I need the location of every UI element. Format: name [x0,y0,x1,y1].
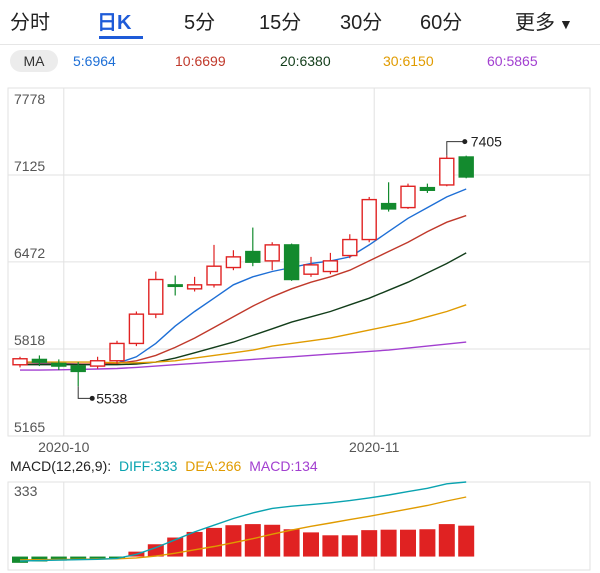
candle-up [400,185,416,209]
candle-up [186,284,203,290]
tab-60min-label: 60分 [420,12,463,34]
macd-bar-positive [380,529,397,557]
candle-up [342,238,358,257]
min-leader-line [77,386,93,399]
candle-down [31,358,48,363]
ma60-label: 60:5865 [487,53,538,69]
candle-up [322,260,339,273]
macd-bar-negative [50,556,67,561]
ma30-label: 30:6150 [383,53,434,69]
candle-down [167,284,183,288]
y-tick-label: 7778 [14,91,45,107]
ma-legend: MA 5:6964 10:6699 20:6380 30:6150 60:586… [0,50,600,74]
tab-60min[interactable]: 60分 [420,6,462,35]
max-leader-line [446,141,465,156]
y-tick-label: 5165 [14,419,45,435]
candle-down [283,244,300,281]
caret-down-icon: ▼ [559,16,573,32]
macd-value-label: MACD:134 [249,458,318,474]
ma20-label: 20:6380 [280,53,331,69]
tab-15min[interactable]: 15分 [259,6,301,35]
candle-up [12,358,28,366]
candle-up [303,264,319,275]
macd-bar-positive [303,532,319,557]
macd-bar-positive [322,535,339,557]
y-tick-label: 6472 [14,245,45,261]
macd-bar-positive [341,535,358,557]
macd-bar-positive [400,529,416,557]
candle-up [225,256,242,269]
macd-bar-positive [458,525,475,557]
macd-bar-negative [89,556,106,560]
tab-divider [0,44,600,45]
candle-down [245,250,261,263]
tab-30min-label: 30分 [340,12,383,34]
candle-down [51,362,67,367]
macd-bar-positive [438,524,455,557]
tab-15min-label: 15分 [259,12,302,34]
ma5-label: 5:6964 [73,53,116,69]
macd-bar-positive [283,529,300,557]
ma10-line [20,214,467,365]
ma10-label: 10:6699 [175,53,226,69]
x-tick-label: 2020-11 [349,439,400,455]
tab-30min[interactable]: 30分 [340,6,382,35]
candle-down [380,202,397,210]
candlestick-chart[interactable]: 7778 7125 6472 5818 5165 2020-10 2020-11 7405 55… [0,80,600,455]
macd-bar-negative [109,556,125,559]
y-tick-label: 5818 [14,332,45,348]
max-annotation: 7405 [471,134,502,150]
macd-diff-label: DIFF:333 [119,458,178,474]
tab-5min-label: 5分 [184,12,216,34]
macd-bar-positive [264,524,281,557]
x-tick-label: 2020-10 [38,439,90,455]
diff-line [19,481,467,562]
active-tab-underline [99,36,143,39]
tab-more[interactable]: 更多 ▼ [515,6,573,35]
candle-up [148,278,164,315]
min-annotation: 5538 [96,390,127,406]
macd-frame [7,481,591,571]
candle-up [206,265,222,286]
candle-up [264,244,280,262]
candle-up [439,157,455,186]
macd-bar-negative [70,556,87,560]
y-tick-label: 7125 [14,158,45,174]
macd-bar-positive [419,529,436,557]
macd-bar-positive [225,525,242,557]
candle-down [419,186,436,191]
macd-params-label: MACD(12,26,9): [10,458,112,474]
macd-y-tick-label: 333 [14,483,38,499]
candle-up [361,198,377,241]
candle-up [89,360,106,367]
candle-up [109,342,125,362]
tab-intraday-label: 分时 [10,12,50,34]
max-dot [462,139,468,145]
tab-intraday[interactable]: 分时 [10,6,50,35]
candle-down [70,365,86,373]
macd-legend: MACD(12,26,9): DIFF:333 DEA:266 MACD:134 [10,458,322,474]
tab-more-label: 更多 [515,12,555,34]
macd-bar-positive [186,531,203,557]
candle-up [128,313,145,345]
macd-bar-positive [244,524,261,557]
period-tab-bar: 分时 日K 5分 15分 30分 60分 更多 ▼ [0,0,600,42]
dea-line [19,496,467,561]
ma30-line [20,304,467,364]
macd-dea-label: DEA:266 [185,458,242,474]
ma-badge[interactable]: MA [10,50,58,72]
macd-chart[interactable]: 333 [0,480,600,572]
ma20-line [20,252,467,366]
tab-daily-k[interactable]: 日K [97,6,131,35]
ma60-line [20,341,467,371]
macd-bar-positive [361,530,378,557]
macd-bar-positive [206,527,222,557]
candle-down [458,156,474,178]
min-dot [89,395,95,401]
macd-bar-positive [147,544,164,557]
tab-5min[interactable]: 5分 [184,6,215,35]
tab-daily-k-label: 日K [97,12,132,34]
